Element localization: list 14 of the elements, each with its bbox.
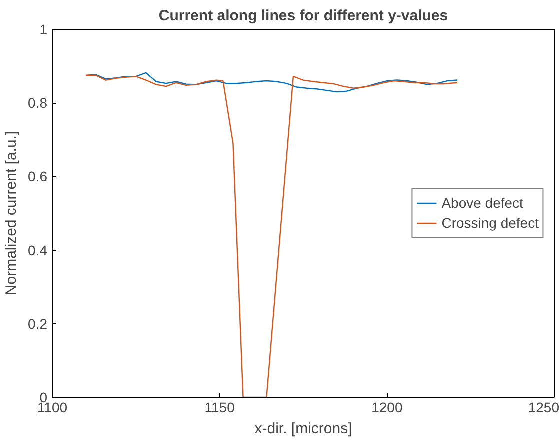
x-axis-title: x-dir. [microns] [254,420,352,438]
legend-label: Crossing defect [442,215,539,231]
x-tick-label: 1200 [372,400,403,416]
line-series [85,72,458,93]
y-axis-title: Normalized current [a.u.] [3,131,20,296]
chart-title: Current along lines for different y-values [158,8,448,24]
legend-label: Above defect [442,195,524,211]
x-tick-label: 1150 [204,400,236,416]
x-tick-label: 1250 [528,400,559,416]
y-tick-label: 1 [40,22,48,38]
y-tick-label: 0.8 [28,95,48,112]
y-tick-label: 0.2 [28,316,48,332]
y-tick-label: 0.4 [28,242,48,258]
y-tick-label: 0.6 [28,168,48,185]
